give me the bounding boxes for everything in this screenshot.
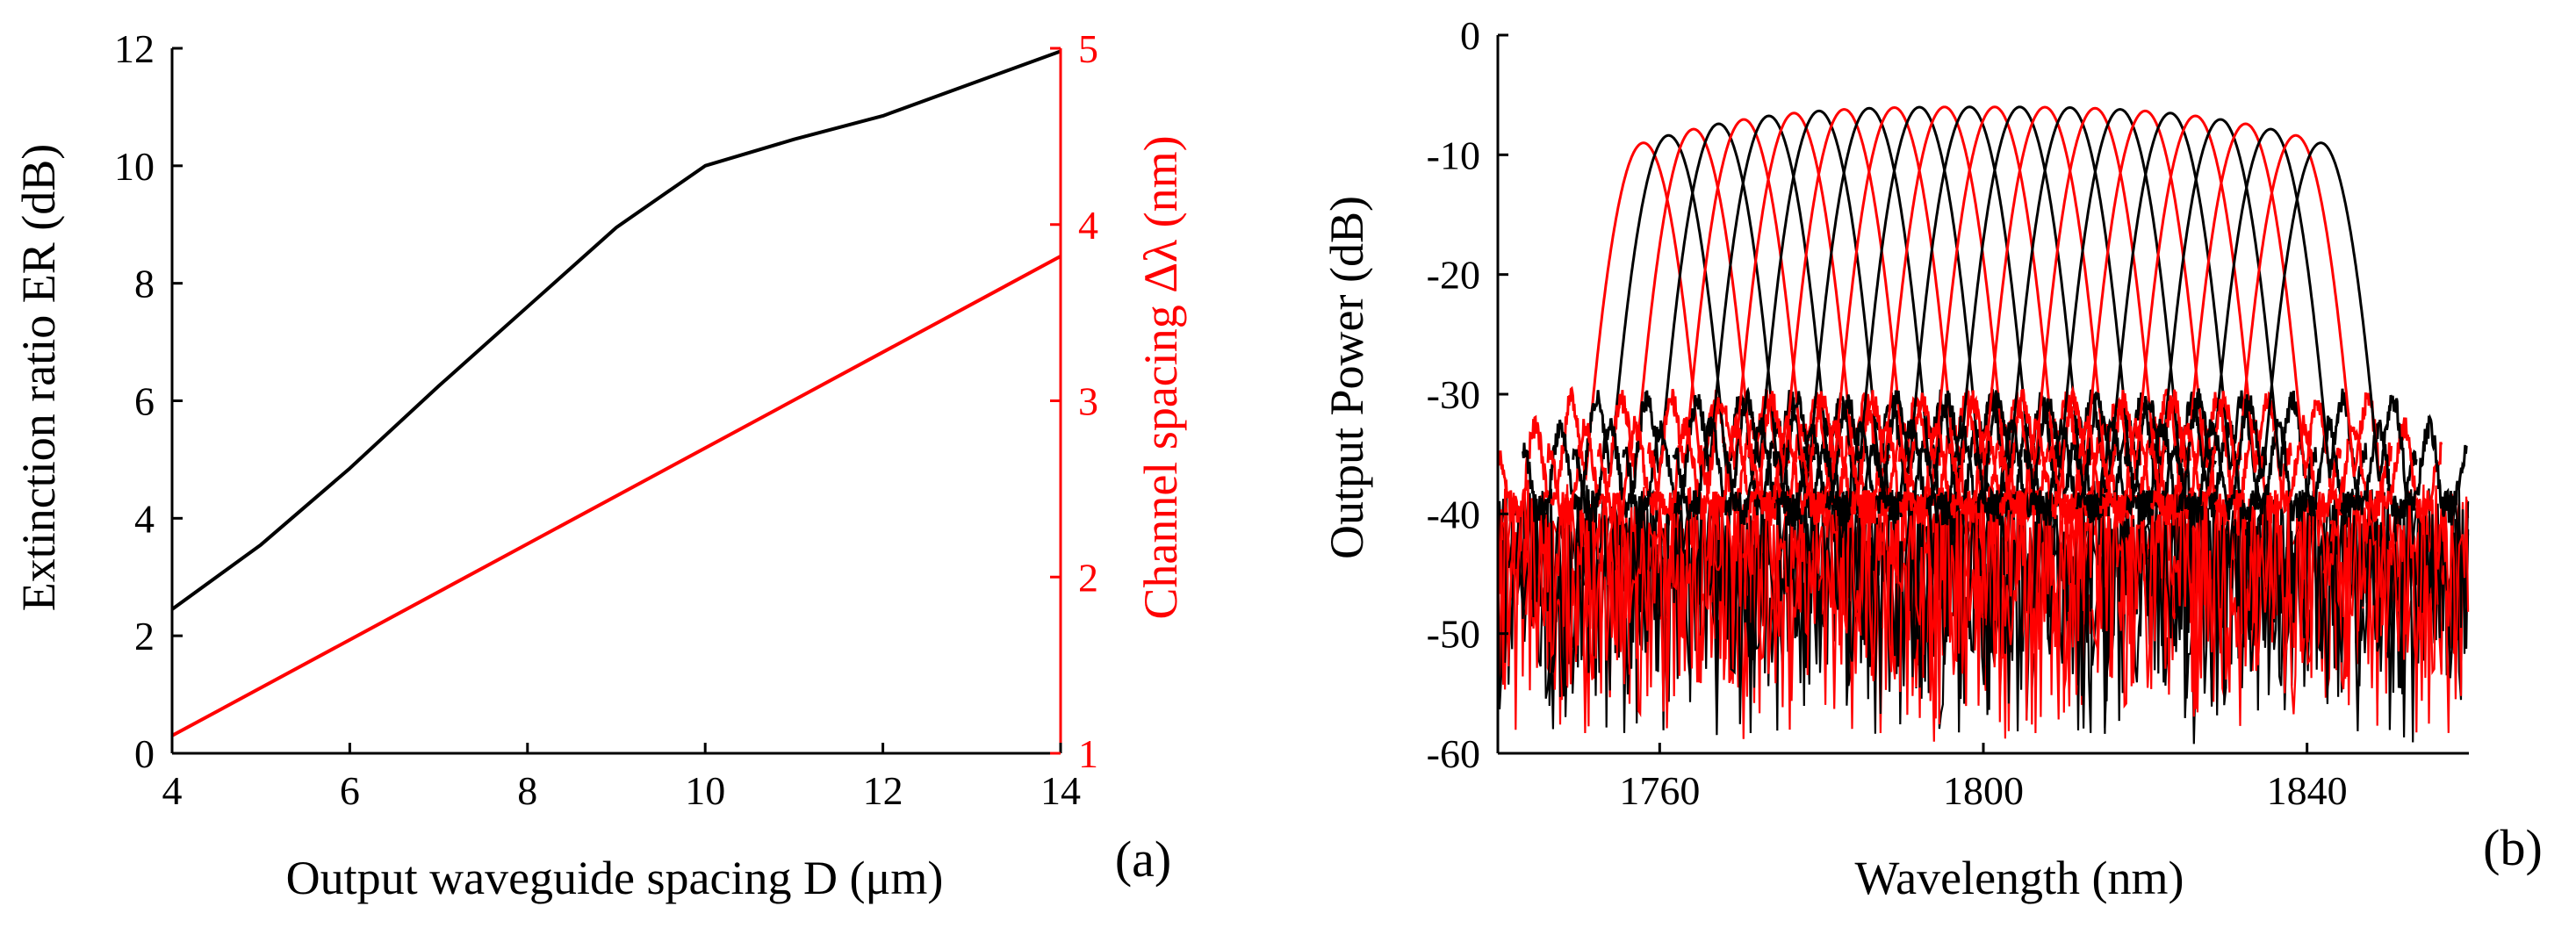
right-y-tick-label: 2 xyxy=(1078,555,1098,600)
panel-b-y-ticks: 0 -10 -20 -30 -40 -50 -60 xyxy=(1427,13,1508,776)
channel-spectrum xyxy=(1572,122,1866,525)
y-tick-label: 8 xyxy=(134,262,155,306)
x-tick-label: 10 xyxy=(685,768,725,813)
channel-spectra xyxy=(1496,105,2468,529)
channel-spectrum xyxy=(1697,108,1991,526)
channel-spectrum xyxy=(1596,118,1891,526)
channel-spectrum xyxy=(2123,127,2418,525)
panel-b-x-label: Wavelength (nm) xyxy=(1854,852,2184,904)
right-y-tick-label: 1 xyxy=(1078,731,1098,776)
panel-a-right-y-ticks: 1 2 3 4 5 xyxy=(1050,26,1098,776)
panel-a-x-ticks: 4 6 8 10 12 14 xyxy=(162,743,1081,813)
panel-b-y-label: Output Power (dB) xyxy=(1320,196,1373,559)
y-tick-label: -30 xyxy=(1427,372,1480,417)
y-tick-label: -10 xyxy=(1427,133,1480,177)
channel-spacing-series xyxy=(171,255,1061,737)
panel-a-x-label: Output waveguide spacing D (μm) xyxy=(286,852,944,904)
channel-spectrum xyxy=(1822,105,2116,526)
panel-b-x-ticks: 1760 1800 1840 xyxy=(1619,743,2348,813)
panel-a-right-y-label: Channel spacing Δλ (nm) xyxy=(1134,135,1187,619)
channel-spectrum xyxy=(1797,105,2092,525)
channel-spectrum xyxy=(2073,118,2368,527)
right-y-tick-label: 5 xyxy=(1078,26,1098,71)
panel-a-label: (a) xyxy=(1115,831,1171,888)
channel-spectrum xyxy=(1646,112,1941,525)
channel-spectrum xyxy=(2173,141,2468,526)
noise-floor-traces xyxy=(1496,478,2470,745)
y-tick-label: -20 xyxy=(1427,253,1480,298)
y-tick-label: -60 xyxy=(1427,731,1480,776)
y-tick-label: 10 xyxy=(114,144,155,189)
extinction-ratio-series xyxy=(170,49,1061,611)
channel-spectrum xyxy=(2148,133,2443,526)
noise-floor-trace xyxy=(1496,479,2470,730)
channel-spectrum xyxy=(1897,105,2192,526)
y-tick-label: 12 xyxy=(114,26,155,71)
x-tick-label: 1800 xyxy=(1943,768,2024,813)
right-y-tick-label: 3 xyxy=(1078,379,1098,424)
x-tick-label: 4 xyxy=(162,768,183,813)
y-tick-label: 4 xyxy=(134,496,155,541)
channel-spectrum xyxy=(1522,133,1816,528)
extinction-ratio-line xyxy=(170,49,1061,611)
panel-b: 1760 1800 1840 0 -10 -20 -30 -40 -50 -60 Wavelen… xyxy=(1320,13,2543,904)
y-tick-label: 0 xyxy=(134,731,155,776)
channel-spectrum xyxy=(1672,109,1966,526)
channel-spectrum xyxy=(2098,122,2393,527)
channel-spectrum xyxy=(1873,105,2167,525)
y-tick-label: -50 xyxy=(1427,612,1480,657)
y-tick-label: 6 xyxy=(134,379,155,424)
panel-b-label: (b) xyxy=(2483,819,2543,876)
x-tick-label: 1760 xyxy=(1619,768,1700,813)
y-tick-label: -40 xyxy=(1427,492,1480,536)
y-tick-label: 2 xyxy=(134,614,155,658)
right-y-tick-label: 4 xyxy=(1078,203,1098,248)
x-tick-label: 8 xyxy=(517,768,537,813)
channel-spectrum xyxy=(2048,114,2342,528)
x-tick-label: 12 xyxy=(863,768,903,813)
channel-spectrum xyxy=(2023,112,2318,524)
x-tick-label: 6 xyxy=(340,768,360,813)
panel-a-y-label: Extinction ratio ER (dB) xyxy=(12,144,65,611)
x-tick-label: 14 xyxy=(1040,768,1081,813)
y-tick-label: 0 xyxy=(1460,13,1480,58)
panel-a-y-ticks: 0 2 4 6 8 10 12 xyxy=(114,26,183,776)
channel-spectrum xyxy=(1997,109,2292,524)
channel-spectrum xyxy=(1622,114,1916,525)
x-tick-label: 1840 xyxy=(2267,768,2348,813)
channel-spacing-line xyxy=(171,255,1061,737)
